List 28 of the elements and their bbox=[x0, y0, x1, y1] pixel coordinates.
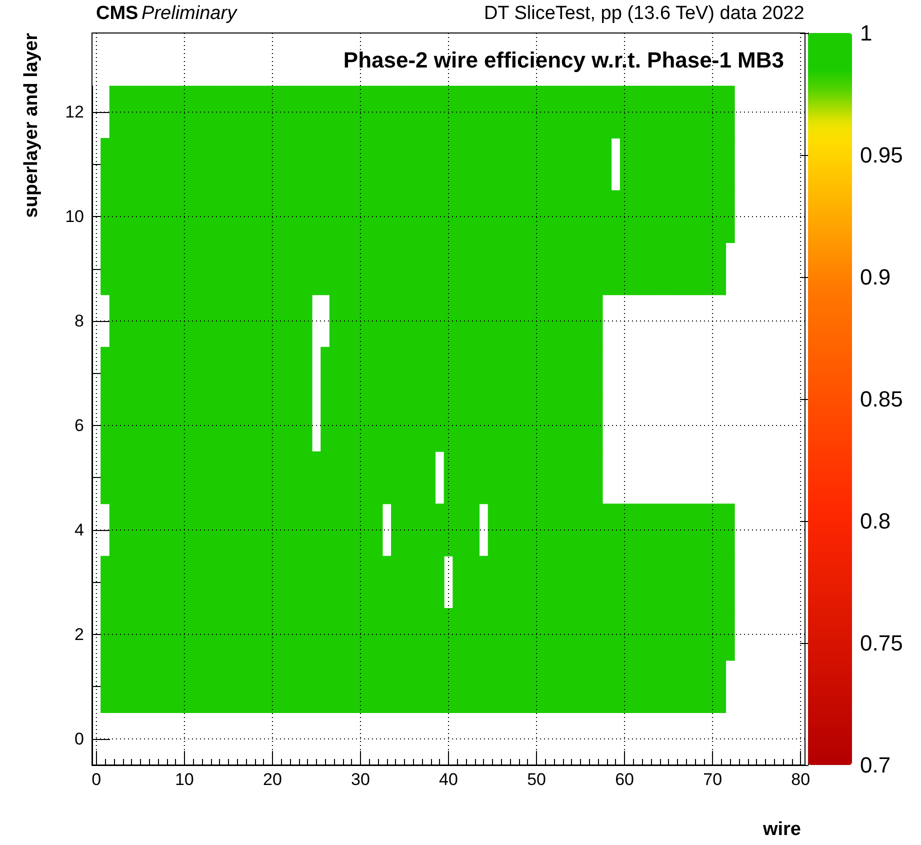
y-tick-label: 6 bbox=[74, 416, 84, 435]
x-tick-label: 0 bbox=[92, 770, 102, 789]
color-bar-label: 0.8 bbox=[860, 508, 891, 534]
y-tick-label: 4 bbox=[74, 520, 84, 540]
y-tick-label: 12 bbox=[65, 102, 84, 122]
color-bar-label: 0.7 bbox=[860, 752, 891, 778]
y-tick-label: 8 bbox=[74, 312, 84, 331]
chart-title: Phase-2 wire efficiency w.r.t. Phase-1 MB3 bbox=[343, 48, 784, 72]
text: CMS Preliminary bbox=[96, 3, 238, 24]
color-bar-label: 0.95 bbox=[860, 142, 903, 168]
x-tick-label: 40 bbox=[439, 770, 458, 789]
y-axis-title: superlayer and layer bbox=[21, 32, 42, 218]
y-tick-label: 2 bbox=[74, 624, 84, 644]
color-bar-label: 1 bbox=[860, 20, 872, 46]
x-tick-label: 20 bbox=[262, 770, 282, 789]
y-tick-label: 10 bbox=[65, 207, 84, 226]
color-bar-label: 0.85 bbox=[860, 386, 903, 412]
x-tick-label: 70 bbox=[703, 770, 722, 789]
y-tick-label: 0 bbox=[74, 729, 84, 748]
x-tick-label: 50 bbox=[527, 770, 546, 789]
x-tick-label: 80 bbox=[791, 770, 810, 789]
text: DT SliceTest, pp (13.6 TeV) data 2022 bbox=[484, 3, 804, 24]
x-axis-title: wire bbox=[762, 819, 802, 840]
color-bar-label: 0.75 bbox=[860, 630, 903, 656]
x-tick-label: 30 bbox=[351, 770, 370, 789]
color-bar-label: 0.9 bbox=[860, 264, 891, 290]
x-tick-label: 60 bbox=[615, 770, 634, 789]
x-tick-label: 10 bbox=[174, 770, 194, 789]
